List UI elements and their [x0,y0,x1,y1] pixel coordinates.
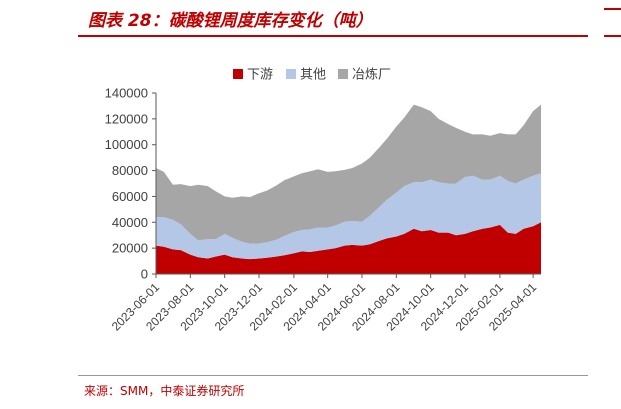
chart-areas [156,104,541,274]
title-underline [78,35,588,37]
area-series-2 [156,173,541,260]
legend-swatch-1 [233,69,243,79]
legend-swatch-2 [286,69,296,79]
y-tick-label: 80000 [112,163,148,178]
y-tick-label: 140000 [105,86,148,101]
figure-title: 图表 28：碳酸锂周度库存变化（吨） [88,11,373,31]
y-tick-label: 0 [141,267,148,282]
y-tick-label: 120000 [105,111,148,126]
adjacent-panel-rule-upper [604,8,621,10]
y-tick-label: 40000 [112,215,148,230]
y-tick-label: 20000 [112,241,148,256]
y-tick-label: 60000 [112,189,148,204]
legend-label-1: 下游 [247,68,273,83]
legend-swatch-3 [338,69,348,79]
source-note: 来源：SMM，中泰证券研究所 [84,384,245,398]
legend-label-2: 其他 [300,68,326,83]
footer-divider [78,375,588,376]
area-series-1 [156,222,541,274]
legend-label-3: 冶炼厂 [352,68,391,83]
chart-legend: 下游 其他 冶炼厂 [233,68,391,83]
area-series-3 [156,104,541,244]
adjacent-panel-rule [604,35,621,37]
y-tick-label: 100000 [105,137,148,152]
